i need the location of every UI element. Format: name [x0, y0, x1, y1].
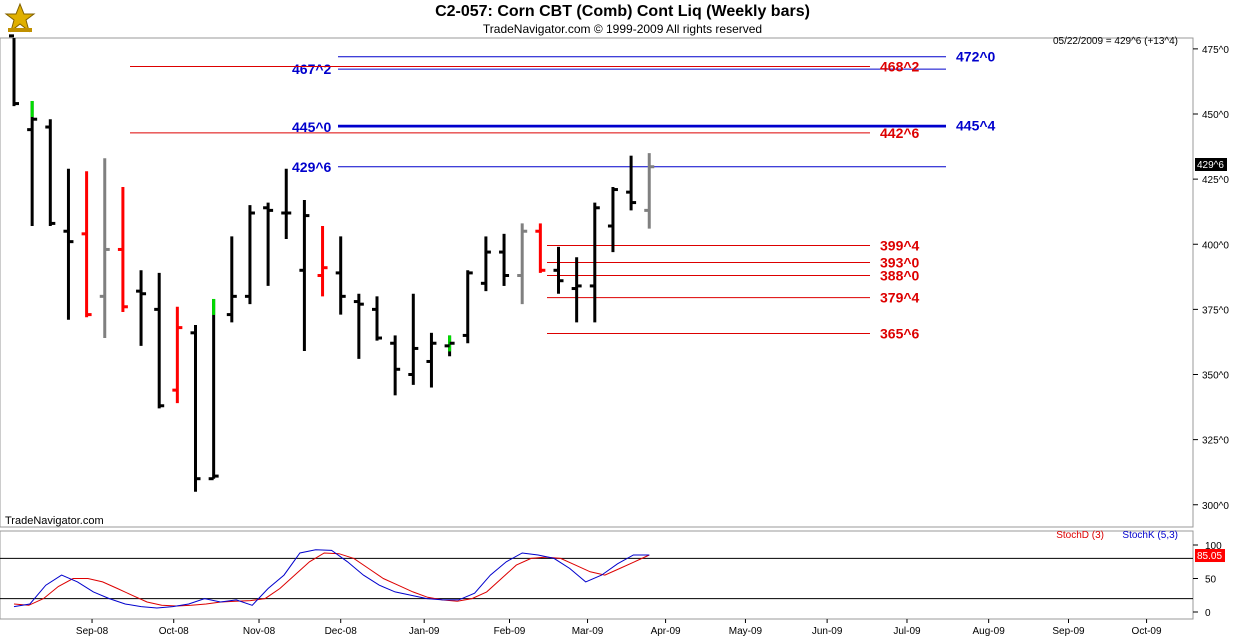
- x-tick-label: Jun-09: [812, 626, 843, 637]
- price-tick-label: 450^0: [1202, 110, 1229, 121]
- price-tick-label: 475^0: [1202, 45, 1229, 56]
- stoch-value-tag: [1195, 549, 1225, 563]
- x-axis: Sep-08 Oct-08 Nov-08 Dec-08 Jan-09 Feb-09 Mar-…: [76, 619, 1162, 637]
- stochk-line: [13, 549, 650, 609]
- level-label: 445^4: [956, 118, 996, 134]
- price-tick-label: 425^0: [1202, 175, 1229, 186]
- stochd-legend: StochD (3): [1056, 530, 1104, 541]
- level-label: 442^6: [880, 125, 920, 141]
- price-tag-label: 429^6: [1197, 160, 1224, 171]
- level-label: 365^6: [880, 325, 920, 341]
- price-axis: 475^0 450^0 425^0 400^0 375^0 350^0 325^0 300^0: [1193, 45, 1229, 512]
- x-tick-label: Mar-09: [572, 626, 604, 637]
- x-tick-label: Feb-09: [494, 626, 526, 637]
- price-tag: 429^6: [1195, 158, 1227, 171]
- price-tick-label: 300^0: [1202, 501, 1229, 512]
- ohlc-bars: [9, 34, 655, 492]
- level-label: 399^4: [880, 238, 920, 254]
- stochd-line: [13, 552, 650, 607]
- trade-navigator-logo-icon[interactable]: [4, 2, 36, 34]
- price-level-lines: 472^0 467^2 445^0 445^4 429^6 468^2 442^6 399^4…: [130, 49, 996, 341]
- level-label: 388^0: [880, 268, 920, 284]
- price-tick-label: 400^0: [1202, 240, 1229, 251]
- x-tick-label: May-09: [729, 626, 763, 637]
- x-tick-label: Sep-09: [1052, 626, 1085, 637]
- price-plot-area: [0, 37, 1194, 528]
- stoch-value-label: 85.05: [1197, 551, 1222, 562]
- level-label: 429^6: [292, 159, 332, 175]
- x-tick-label: Apr-09: [651, 626, 681, 637]
- last-value-label: 05/22/2009 = 429^6 (+13^4): [1053, 36, 1178, 47]
- x-tick-label: Nov-08: [243, 626, 276, 637]
- chart-subtitle: TradeNavigator.com © 1999-2009 All right…: [482, 22, 763, 36]
- price-tick-label: 350^0: [1202, 371, 1229, 382]
- price-tick-label: 325^0: [1202, 436, 1229, 447]
- watermark-label: TradeNavigator.com: [5, 515, 104, 527]
- level-label: 468^2: [880, 58, 920, 74]
- stochk-legend: StochK (5,3): [1122, 530, 1178, 541]
- level-label: 472^0: [956, 49, 996, 65]
- stoch-tick-label: 0: [1205, 608, 1211, 619]
- stoch-lines: [13, 549, 650, 609]
- x-tick-label: Dec-08: [325, 626, 358, 637]
- level-label: 393^0: [880, 254, 920, 270]
- stoch-tick-label: 50: [1205, 575, 1217, 586]
- x-tick-label: Jul-09: [893, 626, 921, 637]
- x-tick-label: Aug-09: [973, 626, 1006, 637]
- x-tick-label: Sep-08: [76, 626, 109, 637]
- level-label: 445^0: [292, 119, 332, 135]
- chart-header: C2-057: Corn CBT (Comb) Cont Liq (Weekly…: [0, 0, 1245, 38]
- stoch-axis: 100 50 0 85.05: [0, 541, 1225, 619]
- level-label: 467^2: [292, 61, 332, 77]
- x-tick-label: Jan-09: [409, 626, 440, 637]
- x-tick-label: Oct-09: [1132, 626, 1162, 637]
- x-tick-label: Oct-08: [159, 626, 189, 637]
- price-tick-label: 375^0: [1202, 305, 1229, 316]
- chart-title: C2-057: Corn CBT (Comb) Cont Liq (Weekly…: [435, 3, 810, 20]
- stoch-tick-label: 100: [1205, 541, 1222, 552]
- level-label: 379^4: [880, 290, 920, 306]
